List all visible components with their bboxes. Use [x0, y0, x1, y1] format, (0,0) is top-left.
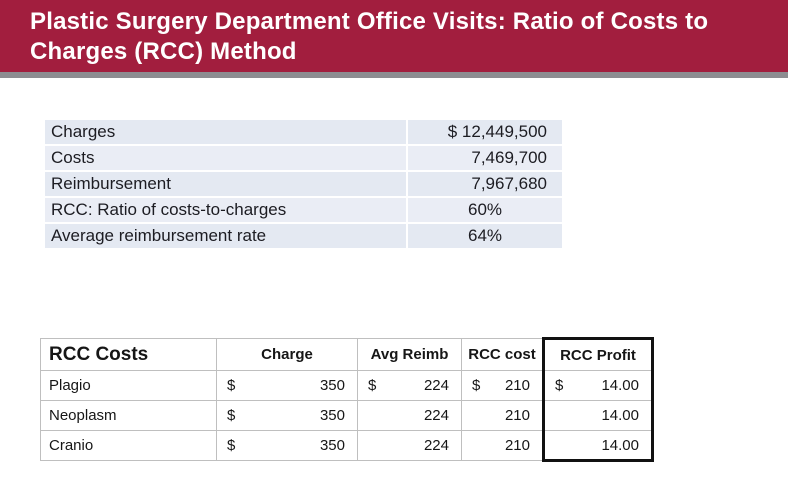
accounting-cell: $ 210 — [463, 372, 543, 400]
column-header-charge: Charge — [216, 338, 358, 371]
rcc-profit-cell: 14.00 — [542, 400, 654, 431]
rcc-cost-cell: 210 — [461, 430, 544, 461]
amount: 210 — [504, 407, 530, 424]
summary-label: Charges — [45, 120, 406, 144]
amount: 224 — [423, 437, 449, 454]
summary-row-reimbursement: Reimbursement 7,967,680 — [45, 172, 562, 196]
summary-value: 60% — [408, 198, 562, 222]
amount: 210 — [504, 437, 530, 454]
amount: 14.00 — [601, 407, 639, 424]
accounting-cell: $ 14.00 — [547, 372, 650, 400]
summary-row-rcc-ratio: RCC: Ratio of costs-to-charges 60% — [45, 198, 562, 222]
currency-symbol: $ — [227, 407, 236, 424]
amount: 350 — [319, 437, 345, 454]
currency-symbol: $ — [227, 437, 236, 454]
charge-cell: $ 350 — [216, 370, 358, 401]
summary-value: 7,469,700 — [408, 146, 562, 170]
amount: 350 — [319, 377, 345, 394]
banner-divider — [0, 72, 788, 78]
amount: 224 — [423, 407, 449, 424]
title-banner: Plastic Surgery Department Office Visits… — [0, 0, 788, 72]
avg-reimb-cell: 224 — [357, 430, 462, 461]
column-header-avg-reimb: Avg Reimb — [357, 338, 462, 371]
avg-reimb-cell: 224 — [357, 400, 462, 431]
amount: 210 — [504, 377, 530, 394]
column-header-rcc-cost: RCC cost — [461, 338, 544, 371]
page-title: Plastic Surgery Department Office Visits… — [0, 0, 788, 67]
charge-cell: $ 350 — [216, 400, 358, 431]
accounting-cell: 14.00 — [547, 432, 650, 458]
row-label: Cranio — [40, 430, 217, 461]
page-title-line-1: Plastic Surgery Department Office Visits… — [30, 8, 709, 35]
currency-symbol: $ — [555, 377, 564, 394]
charge-cell: $ 350 — [216, 430, 358, 461]
row-label: Neoplasm — [40, 400, 217, 431]
rcc-cost-cell: $ 210 — [461, 370, 544, 401]
currency-symbol: $ — [472, 377, 481, 394]
rcc-profit-cell: $ 14.00 — [542, 370, 654, 401]
rcc-costs-table: RCC Costs Charge Avg Reimb RCC cost RCC … — [40, 337, 654, 462]
accounting-cell: 14.00 — [547, 402, 650, 430]
summary-row-charges: Charges $ 12,449,500 — [45, 120, 562, 144]
currency-symbol: $ — [227, 377, 236, 394]
accounting-cell: $ 350 — [218, 402, 357, 430]
rcc-profit-cell: 14.00 — [542, 430, 654, 462]
accounting-cell: $ 350 — [218, 432, 357, 460]
table-row-plagio: Plagio $ 350 $ 224 $ 210 — [40, 370, 654, 401]
summary-label: RCC: Ratio of costs-to-charges — [45, 198, 406, 222]
currency-symbol: $ — [368, 377, 377, 394]
summary-value: $ 12,449,500 — [408, 120, 562, 144]
amount: 350 — [319, 407, 345, 424]
summary-label: Costs — [45, 146, 406, 170]
avg-reimb-cell: $ 224 — [357, 370, 462, 401]
accounting-cell: 224 — [359, 402, 461, 430]
summary-row-costs: Costs 7,469,700 — [45, 146, 562, 170]
summary-value: 7,967,680 — [408, 172, 562, 196]
amount: 14.00 — [601, 436, 639, 454]
summary-label: Average reimbursement rate — [45, 224, 406, 248]
column-header-rcc-profit: RCC Profit — [542, 337, 654, 371]
summary-table: Charges $ 12,449,500 Costs 7,469,700 Rei… — [45, 120, 562, 250]
summary-value: 64% — [408, 224, 562, 248]
accounting-cell: $ 224 — [359, 372, 461, 400]
accounting-cell: 210 — [463, 432, 543, 460]
rcc-cost-cell: 210 — [461, 400, 544, 431]
summary-row-avg-reimb-rate: Average reimbursement rate 64% — [45, 224, 562, 248]
summary-label: Reimbursement — [45, 172, 406, 196]
page-title-line-2: Charges (RCC) Method — [30, 38, 297, 65]
rcc-table-header-row: RCC Costs Charge Avg Reimb RCC cost RCC … — [40, 337, 654, 371]
accounting-cell: $ 350 — [218, 372, 357, 400]
rcc-table-title: RCC Costs — [40, 338, 217, 371]
amount: 224 — [423, 377, 449, 394]
accounting-cell: 210 — [463, 402, 543, 430]
table-row-cranio: Cranio $ 350 224 210 — [40, 430, 654, 462]
amount: 14.00 — [601, 377, 639, 394]
row-label: Plagio — [40, 370, 217, 401]
table-row-neoplasm: Neoplasm $ 350 224 210 — [40, 400, 654, 431]
accounting-cell: 224 — [359, 432, 461, 460]
